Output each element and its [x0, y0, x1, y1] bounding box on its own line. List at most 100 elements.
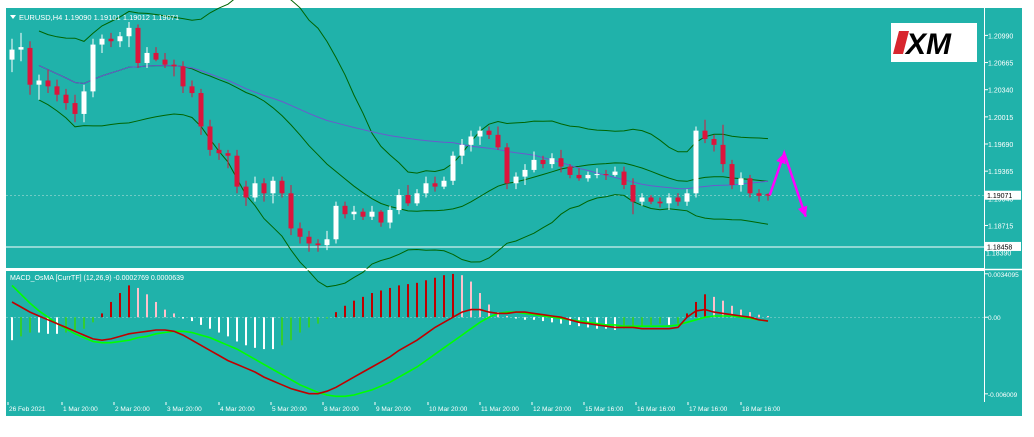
- bearish-candle: [495, 126, 501, 150]
- bullish-candle: [270, 176, 276, 204]
- candle-body: [756, 193, 762, 196]
- bearish-candle: [504, 143, 510, 190]
- bearish-candle: [720, 124, 726, 173]
- bearish-candle: [747, 174, 753, 198]
- forecast-arrow: [768, 149, 808, 218]
- bearish-candle: [558, 149, 564, 173]
- candle-body: [567, 166, 573, 175]
- moving-average-line: [38, 65, 769, 190]
- candle-body: [504, 147, 510, 184]
- time-tick-label: 1 Mar 20:00: [63, 406, 98, 413]
- candle-body: [396, 194, 402, 211]
- candle-body: [693, 130, 699, 194]
- bollinger-upper: [38, 0, 769, 174]
- bearish-candle: [198, 88, 204, 135]
- candle-body: [738, 178, 744, 185]
- candle-body: [306, 236, 312, 244]
- bearish-candle: [729, 159, 735, 190]
- time-tick-label: 17 Mar 16:00: [689, 406, 728, 413]
- candle-body: [576, 174, 582, 179]
- price-tick-label: 1.20340: [988, 88, 1013, 95]
- candle-body: [441, 180, 447, 187]
- level-price-label-secondary: 1.18390: [986, 251, 1011, 258]
- bearish-candle: [702, 119, 708, 144]
- bearish-candle: [189, 80, 195, 98]
- bullish-candle: [666, 193, 672, 211]
- candle-body: [279, 180, 285, 194]
- candle-body: [405, 194, 411, 204]
- bearish-candle: [243, 180, 249, 206]
- candle-body: [468, 136, 474, 145]
- dropdown-triangle-icon[interactable]: [10, 15, 16, 19]
- candle-body: [387, 210, 393, 223]
- level-price-label: 1.18458: [987, 244, 1012, 251]
- candle-body: [369, 211, 375, 217]
- candle-body: [585, 174, 591, 179]
- bearish-candle: [297, 222, 303, 244]
- price-tick-label: 1.20015: [988, 115, 1013, 122]
- candle-body: [621, 171, 627, 185]
- candle-body: [126, 27, 132, 37]
- bearish-candle: [306, 230, 312, 252]
- candle-body: [432, 183, 438, 187]
- bullish-candle: [423, 176, 429, 198]
- bullish-candle: [585, 171, 591, 182]
- bearish-candle: [342, 201, 348, 219]
- candle-body: [225, 153, 231, 156]
- candle-body: [360, 211, 366, 217]
- bullish-candle: [450, 151, 456, 185]
- candle-body: [720, 144, 726, 165]
- candle-body: [324, 239, 330, 246]
- candle-body: [513, 176, 519, 184]
- candle-body: [486, 130, 492, 135]
- indicator-tick-label: 0.00: [988, 315, 1001, 322]
- bearish-candle: [576, 168, 582, 181]
- xm-logo: XM: [891, 23, 977, 62]
- price-axis-background: [984, 8, 1022, 402]
- price-tick-label: 1.19365: [988, 169, 1013, 176]
- candle-body: [81, 91, 87, 114]
- candle-body: [630, 184, 636, 202]
- bullish-candle: [252, 176, 258, 202]
- bearish-candle: [621, 166, 627, 190]
- time-tick-label: 2 Mar 20:00: [115, 406, 150, 413]
- candle-body: [117, 36, 123, 42]
- bullish-candle: [324, 230, 330, 251]
- time-axis: 26 Feb 2021 1 Mar 20:00 2 Mar 20:00 3 Mar 2…: [7, 402, 781, 413]
- bearish-candle: [225, 149, 231, 169]
- candles: [9, 22, 771, 252]
- candle-body: [18, 47, 24, 50]
- bullish-candle: [513, 172, 519, 190]
- bearish-candle: [108, 32, 114, 48]
- candle-body: [243, 186, 249, 198]
- bullish-candle: [414, 189, 420, 206]
- bullish-candle: [459, 139, 465, 165]
- candle-body: [711, 139, 717, 145]
- candle-body: [459, 144, 465, 156]
- macd-lines: [11, 284, 769, 398]
- candle-body: [216, 149, 222, 154]
- candle-body: [180, 66, 186, 87]
- bearish-candle: [171, 59, 177, 77]
- bearish-candle: [207, 119, 213, 156]
- candle-body: [702, 130, 708, 139]
- candle-body: [450, 155, 456, 181]
- candle-body: [531, 159, 537, 170]
- candle-body: [252, 183, 258, 198]
- bullish-candle: [369, 205, 375, 221]
- candle-body: [558, 158, 564, 167]
- bullish-candle: [333, 201, 339, 244]
- candle-body: [234, 155, 240, 187]
- candle-body: [675, 197, 681, 202]
- time-tick-label: 12 Mar 20:00: [533, 406, 572, 413]
- bearish-candle: [216, 143, 222, 160]
- time-tick-label: 9 Mar 20:00: [376, 406, 411, 413]
- grid-layer: [6, 195, 984, 318]
- time-tick-label: 10 Mar 20:00: [429, 406, 468, 413]
- bullish-candle: [693, 126, 699, 198]
- candle-body: [495, 134, 501, 148]
- current-price-box: [985, 190, 1021, 200]
- bearish-candle: [288, 184, 294, 236]
- bearish-candle: [675, 193, 681, 206]
- bearish-candle: [756, 189, 762, 202]
